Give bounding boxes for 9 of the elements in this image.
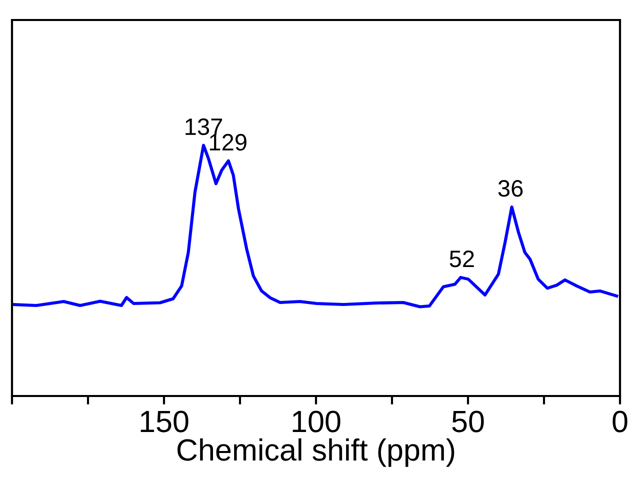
annotation: 137 xyxy=(186,118,222,136)
x-tick-label: 150 xyxy=(140,410,188,432)
annotation: 129 xyxy=(210,134,246,151)
x-tick-label: 50 xyxy=(452,410,484,432)
x-tick-label: 0 xyxy=(612,410,628,432)
annotation: 36 xyxy=(498,180,523,197)
annotation: 52 xyxy=(450,250,474,268)
x-tick-label: 100 xyxy=(292,410,340,432)
x-axis-title: Chemical shift (ppm) xyxy=(177,438,454,467)
